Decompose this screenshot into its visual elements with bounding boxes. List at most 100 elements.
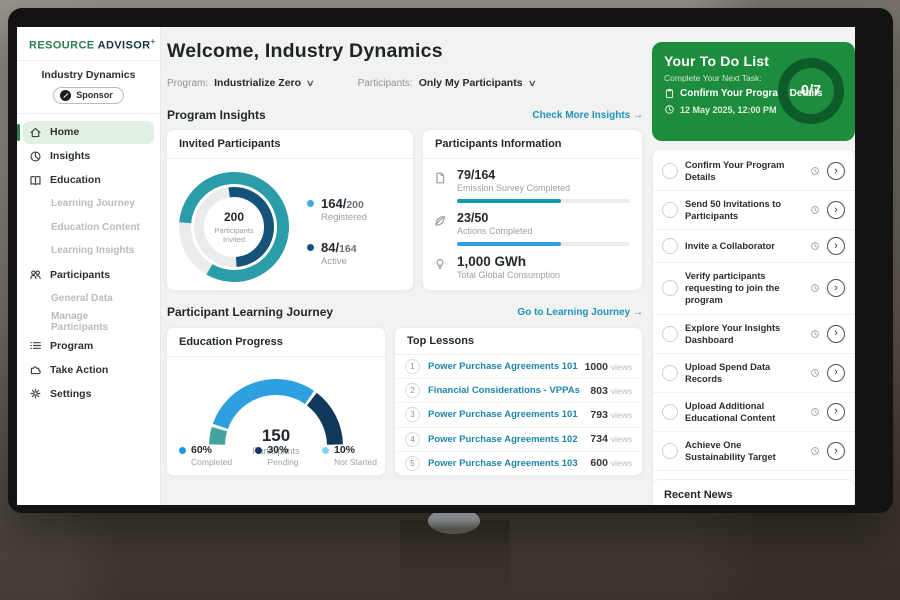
todo-task: Send 50 Invitations to Participants ›	[653, 191, 854, 231]
task-open-button[interactable]: ›	[827, 363, 845, 382]
clock-icon	[664, 104, 675, 115]
sidebar-item-learning-journey[interactable]: Learning Journey	[23, 193, 154, 216]
task-open-button[interactable]: ›	[827, 442, 845, 461]
program-insights-title: Program Insights	[167, 108, 266, 122]
progress-bar	[457, 199, 561, 203]
task-open-button[interactable]: ›	[827, 201, 845, 220]
sidebar-item-label: Manage Participants	[51, 310, 109, 333]
sponsor-badge[interactable]: Sponsor	[53, 86, 124, 104]
task-open-button[interactable]: ›	[827, 162, 845, 181]
invited-participants-title: Invited Participants	[167, 130, 413, 159]
top-lessons-card: Top Lessons 1 Power Purchase Agreements …	[394, 327, 643, 476]
logo-advisor: ADVISOR	[97, 39, 151, 52]
sidebar-item-insights[interactable]: Insights	[23, 145, 154, 168]
todo-task: Achieve One Sustainability Target ›	[653, 432, 854, 472]
chevron-down-icon: ∨	[527, 77, 537, 88]
insights-cards-row: Invited Participants 200 Participants In…	[166, 129, 643, 291]
arrow-right-icon: →	[633, 109, 643, 121]
lesson-link[interactable]: Power Purchase Agreements 103	[428, 457, 578, 469]
program-icon	[29, 339, 42, 352]
check-more-insights-link[interactable]: Check More Insights →	[532, 109, 643, 121]
sidebar-item-education-content[interactable]: Education Content	[23, 216, 154, 239]
task-checkbox[interactable]	[662, 202, 678, 219]
chevron-down-icon: ∨	[305, 77, 315, 88]
sidebar-item-manage-participants[interactable]: Manage Participants	[23, 311, 154, 334]
todo-task: Invite a Collaborator ›	[653, 230, 854, 264]
participants-information-title: Participants Information	[423, 130, 642, 159]
next-task-datetime: 12 May 2025, 12:00 PM	[680, 104, 777, 115]
task-checkbox[interactable]	[662, 280, 678, 297]
task-checkbox[interactable]	[662, 364, 678, 381]
participants-value: Only My Participants	[418, 77, 523, 89]
invited-participants-donut: 200 Participants Invited	[175, 168, 293, 286]
task-checkbox[interactable]	[662, 443, 678, 460]
sidebar-item-label: Program	[50, 339, 94, 352]
task-open-button[interactable]: ›	[827, 279, 845, 298]
todo-progress-value: 0/7	[800, 83, 822, 99]
program-insights-header: Program Insights Check More Insights →	[167, 108, 643, 122]
legend-dot	[322, 447, 329, 454]
lesson-row: 4 Power Purchase Agreements 102 734 view…	[395, 428, 642, 452]
task-clock-icon	[810, 446, 820, 456]
sidebar-item-settings[interactable]: Settings	[23, 382, 154, 405]
task-open-button[interactable]: ›	[827, 237, 845, 256]
lesson-link[interactable]: Power Purchase Agreements 101	[428, 361, 578, 373]
sidebar-item-program[interactable]: Program	[23, 334, 154, 357]
legend-dot	[179, 447, 186, 454]
next-task-label: Confirm Your Program Details	[680, 88, 823, 99]
donut-legend: 164/200 Registered 84/164 Active	[307, 196, 367, 284]
page-title: Welcome, Industry Dynamics	[167, 40, 443, 62]
lesson-rank: 3	[405, 407, 420, 423]
main-content: Welcome, Industry Dynamics Program: Indu…	[166, 27, 643, 505]
legend-item: 84/164 Active	[307, 240, 367, 267]
sidebar-item-education[interactable]: Education	[23, 169, 154, 192]
participants-label: Participants:	[357, 77, 413, 89]
todo-task: Explore Your Insights Dashboard ›	[653, 315, 854, 354]
logo-resource: RESOURCE	[29, 39, 95, 52]
progress-bar	[457, 242, 561, 246]
task-checkbox[interactable]	[662, 403, 678, 420]
task-open-button[interactable]: ›	[827, 402, 845, 421]
sidebar-item-participants[interactable]: Participants	[23, 263, 154, 286]
task-label: Achieve One Sustainability Target	[685, 440, 776, 463]
legend-item: 30% Pending	[255, 444, 299, 467]
top-lessons-list: 1 Power Purchase Agreements 101 1000 vie…	[395, 355, 642, 475]
participants-dropdown[interactable]: Participants: Only My Participants ∨	[357, 77, 537, 89]
lesson-row: 5 Power Purchase Agreements 103 600 view…	[395, 452, 642, 475]
lesson-views: 734 views	[590, 433, 632, 446]
sidebar-item-label: Learning Insights	[51, 245, 135, 257]
sidebar-item-home[interactable]: Home	[17, 120, 154, 144]
sidebar-item-label: Education Content	[51, 221, 140, 233]
task-checkbox[interactable]	[662, 325, 678, 342]
legend-dot	[307, 200, 314, 207]
education-progress-gauge: 150 Participants	[191, 362, 361, 456]
arrow-right-icon: →	[633, 306, 643, 318]
lesson-rank: 2	[405, 383, 420, 399]
sponsor-badge-label: Sponsor	[76, 90, 113, 101]
lesson-row: 1 Power Purchase Agreements 101 1000 vie…	[395, 355, 642, 380]
go-to-learning-journey-link[interactable]: Go to Learning Journey →	[517, 306, 643, 318]
gauge-legend: 60% Completed 30% Pending 10% Not Star	[179, 444, 377, 467]
todo-tasks-card: Confirm Your Program Details › Send 50 I…	[652, 149, 855, 505]
sidebar-item-label: Participants	[50, 268, 111, 281]
bulb-icon	[433, 257, 447, 271]
sidebar-item-learning-insights[interactable]: Learning Insights	[23, 240, 154, 263]
task-checkbox[interactable]	[662, 238, 678, 255]
lesson-link[interactable]: Financial Considerations - VPPAs	[428, 385, 580, 397]
task-clock-icon	[810, 241, 820, 251]
lesson-link[interactable]: Power Purchase Agreements 102	[428, 433, 578, 445]
task-open-button[interactable]: ›	[827, 324, 845, 343]
task-checkbox[interactable]	[662, 163, 678, 180]
leaf-icon	[433, 214, 447, 228]
monitor-frame: RESOURCE ADVISOR+ Industry Dynamics Spon…	[8, 8, 893, 513]
sidebar-item-general-data[interactable]: General Data	[23, 287, 154, 310]
lesson-views: 1000 views	[584, 360, 632, 373]
lesson-link[interactable]: Power Purchase Agreements 101	[428, 409, 578, 421]
todo-task: Upload Spend Data Records ›	[653, 354, 854, 393]
sidebar-item-take-action[interactable]: Take Action	[23, 358, 154, 381]
program-dropdown[interactable]: Program: Industrialize Zero ∨	[167, 77, 315, 89]
invited-participants-card: Invited Participants 200 Participants In…	[166, 129, 414, 291]
education-progress-title: Education Progress	[167, 328, 385, 357]
sidebar-item-label: Settings	[50, 387, 92, 400]
